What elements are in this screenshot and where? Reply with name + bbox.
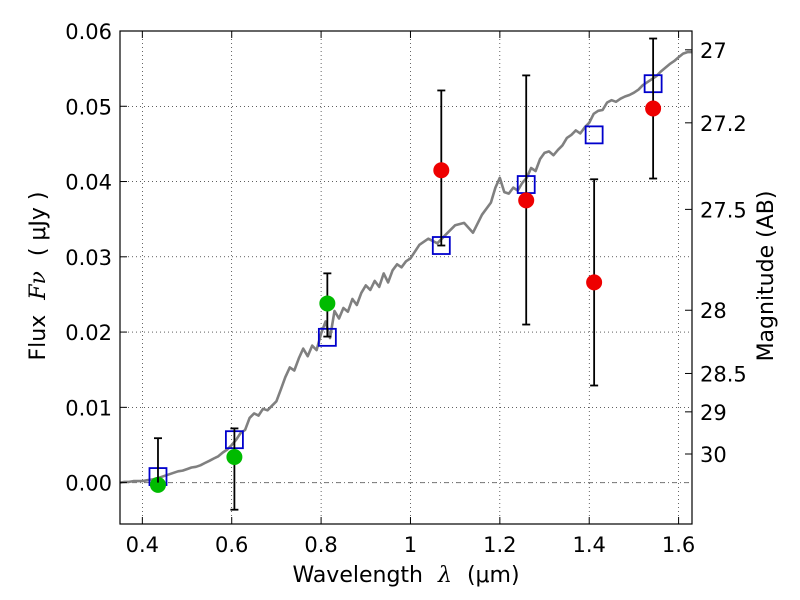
y-axis-label-text: Flux [26,315,51,361]
y-tick-label: 0.05 [65,95,112,119]
y-tick-label: 0.04 [65,171,112,195]
model-point [584,125,604,145]
y-axis-label-unit: ( μJy ) [26,191,51,256]
data-point [433,162,450,179]
x-axis: 0.4 0.6 0.8 1 1.2 1.4 1.6 [126,31,695,557]
y-axis-label-symbol: Fν [26,271,51,301]
y-tick-label: 0.06 [65,20,112,44]
series-layer [119,37,692,511]
x-axis-label: Wavelength λ (μm) [292,563,519,588]
plot-frame [119,30,693,525]
right-tick-label: 27.5 [700,198,747,222]
x-tick-label: 0.6 [215,533,248,557]
x-tick-label: 0.4 [126,533,159,557]
series-upper-limit [153,437,162,483]
y-axis: 0.00 0.01 0.02 0.03 0.04 0.05 0.06 [65,20,127,496]
x-tick-label: 0.8 [304,533,337,557]
right-tick-label: 27.2 [700,112,747,136]
right-tick-label: 27 [700,39,727,63]
series-measurements [433,37,662,387]
right-tick-label: 28 [700,299,727,323]
x-tick-label: 1.4 [573,533,606,557]
y-tick-label: 0.02 [65,321,112,345]
data-point [518,192,535,209]
x-tick-label: 1.2 [483,533,516,557]
x-axis-label-text: Wavelength [292,563,423,588]
spectrum-line [119,50,692,484]
y-tick-label: 0.03 [65,246,112,270]
data-point [645,100,662,117]
right-tick-label: 30 [700,443,727,467]
series-detections [149,272,336,511]
right-tick-label: 28.5 [700,362,747,386]
x-tick-label: 1.6 [662,533,695,557]
y-tick-label: 0.01 [65,396,112,420]
x-tick-label: 1 [404,533,417,557]
series-model-spectrum [119,50,692,484]
data-point [319,295,336,312]
y-tick-label: 0.00 [65,472,112,496]
y-axis-label: Flux Fν ( μJy ) [26,191,51,360]
right-tick-label: 29 [700,401,727,425]
x-axis-label-unit: (μm) [467,563,520,588]
data-point [586,274,603,291]
x-axis-label-symbol: λ [437,563,452,588]
right-axis-label: Magnitude (AB) [754,191,779,362]
right-axis: 27 27.2 27.5 28 28.5 29 30 [685,39,747,467]
data-point [149,476,166,493]
data-point [226,449,243,466]
